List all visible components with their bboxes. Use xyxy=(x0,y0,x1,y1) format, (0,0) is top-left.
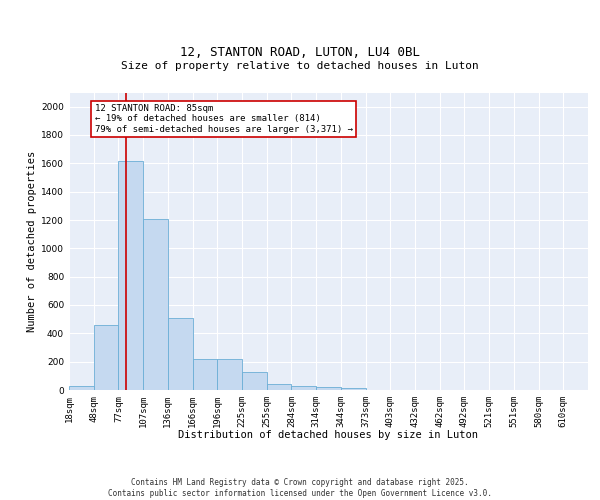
Bar xyxy=(267,384,292,390)
Text: 12, STANTON ROAD, LUTON, LU4 0BL: 12, STANTON ROAD, LUTON, LU4 0BL xyxy=(180,46,420,59)
Bar xyxy=(69,386,94,390)
Bar xyxy=(341,388,365,390)
Bar xyxy=(292,386,316,390)
Bar xyxy=(242,372,267,390)
Bar xyxy=(316,387,341,390)
Text: Contains HM Land Registry data © Crown copyright and database right 2025.
Contai: Contains HM Land Registry data © Crown c… xyxy=(108,478,492,498)
Text: Size of property relative to detached houses in Luton: Size of property relative to detached ho… xyxy=(121,61,479,71)
Bar xyxy=(193,359,217,390)
Bar xyxy=(118,160,143,390)
Bar xyxy=(168,318,193,390)
Text: 12 STANTON ROAD: 85sqm
← 19% of detached houses are smaller (814)
79% of semi-de: 12 STANTON ROAD: 85sqm ← 19% of detached… xyxy=(95,104,353,134)
Bar xyxy=(143,218,168,390)
X-axis label: Distribution of detached houses by size in Luton: Distribution of detached houses by size … xyxy=(179,430,479,440)
Bar xyxy=(94,325,118,390)
Y-axis label: Number of detached properties: Number of detached properties xyxy=(27,150,37,332)
Bar xyxy=(217,359,242,390)
